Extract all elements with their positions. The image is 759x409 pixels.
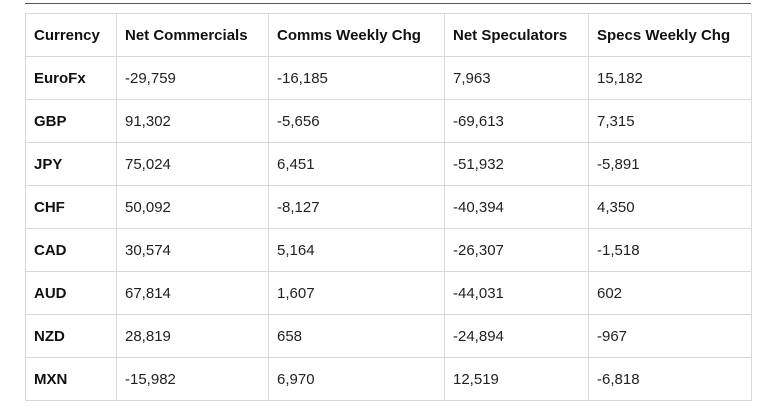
column-header-comms-weekly-chg: Comms Weekly Chg [268,13,445,57]
table-row: MXN -15,982 6,970 12,519 -6,818 [25,357,752,401]
net-speculators-cell: -24,894 [444,314,589,358]
table-row: AUD 67,814 1,607 -44,031 602 [25,271,752,315]
net-speculators-cell: -69,613 [444,99,589,143]
specs-weekly-chg-cell: 4,350 [588,185,752,229]
top-divider [25,3,751,4]
specs-weekly-chg-cell: -967 [588,314,752,358]
net-commercials-cell: 50,092 [116,185,269,229]
comms-weekly-chg-cell: -16,185 [268,56,445,100]
net-speculators-cell: -40,394 [444,185,589,229]
table-row: EuroFx -29,759 -16,185 7,963 15,182 [25,56,752,100]
net-commercials-cell: 28,819 [116,314,269,358]
currency-cell: GBP [25,99,117,143]
column-header-net-commercials: Net Commercials [116,13,269,57]
currency-cell: EuroFx [25,56,117,100]
currency-cell: CAD [25,228,117,272]
comms-weekly-chg-cell: 5,164 [268,228,445,272]
net-commercials-cell: -29,759 [116,56,269,100]
net-speculators-cell: -44,031 [444,271,589,315]
specs-weekly-chg-cell: -6,818 [588,357,752,401]
comms-weekly-chg-cell: -8,127 [268,185,445,229]
net-commercials-cell: -15,982 [116,357,269,401]
specs-weekly-chg-cell: 7,315 [588,99,752,143]
comms-weekly-chg-cell: 6,970 [268,357,445,401]
net-commercials-cell: 67,814 [116,271,269,315]
column-header-net-speculators: Net Speculators [444,13,589,57]
column-header-currency: Currency [25,13,117,57]
specs-weekly-chg-cell: 602 [588,271,752,315]
comms-weekly-chg-cell: 658 [268,314,445,358]
currency-cell: JPY [25,142,117,186]
specs-weekly-chg-cell: -5,891 [588,142,752,186]
comms-weekly-chg-cell: 6,451 [268,142,445,186]
comms-weekly-chg-cell: 1,607 [268,271,445,315]
net-commercials-cell: 30,574 [116,228,269,272]
column-header-specs-weekly-chg: Specs Weekly Chg [588,13,752,57]
net-speculators-cell: -26,307 [444,228,589,272]
currency-cell: NZD [25,314,117,358]
net-commercials-cell: 75,024 [116,142,269,186]
comms-weekly-chg-cell: -5,656 [268,99,445,143]
table-header-row: Currency Net Commercials Comms Weekly Ch… [25,13,752,57]
currency-cell: MXN [25,357,117,401]
table-row: NZD 28,819 658 -24,894 -967 [25,314,752,358]
positions-table: Currency Net Commercials Comms Weekly Ch… [25,13,752,401]
table-row: JPY 75,024 6,451 -51,932 -5,891 [25,142,752,186]
specs-weekly-chg-cell: -1,518 [588,228,752,272]
currency-cell: CHF [25,185,117,229]
net-speculators-cell: 7,963 [444,56,589,100]
net-speculators-cell: -51,932 [444,142,589,186]
net-commercials-cell: 91,302 [116,99,269,143]
table-row: CAD 30,574 5,164 -26,307 -1,518 [25,228,752,272]
table-row: GBP 91,302 -5,656 -69,613 7,315 [25,99,752,143]
net-speculators-cell: 12,519 [444,357,589,401]
currency-cell: AUD [25,271,117,315]
table-row: CHF 50,092 -8,127 -40,394 4,350 [25,185,752,229]
specs-weekly-chg-cell: 15,182 [588,56,752,100]
